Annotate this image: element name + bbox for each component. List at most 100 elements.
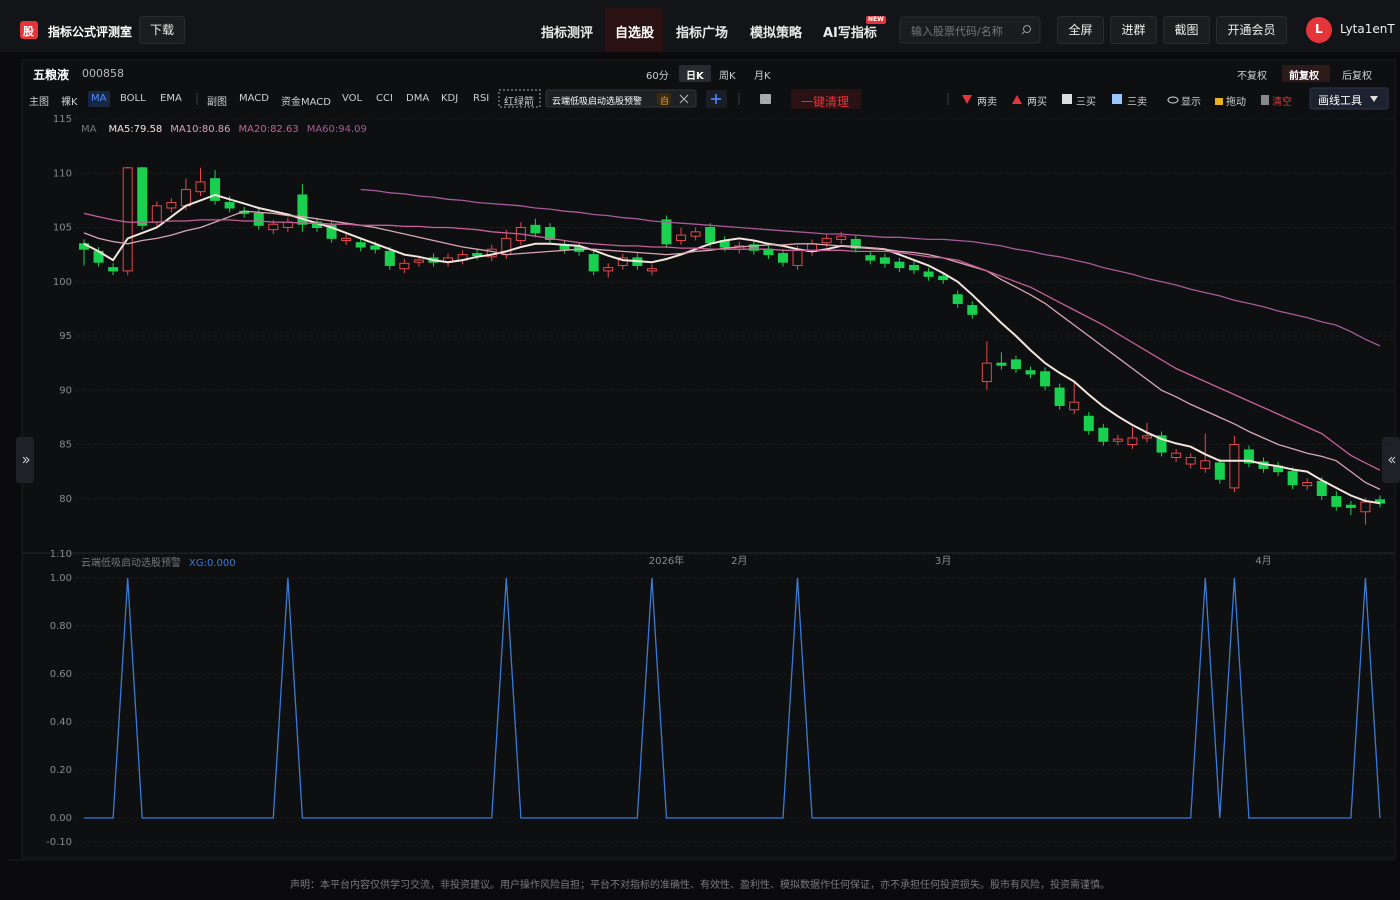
stock-code: 000858 <box>82 67 124 80</box>
draw-tool[interactable]: 显示 <box>1181 97 1201 108</box>
tool[interactable]: 裸K <box>61 97 78 108</box>
candle-body <box>413 259 424 263</box>
y-tick-label: 100 <box>53 277 72 288</box>
fullscreen-btn[interactable]: 全屏 <box>1057 16 1104 44</box>
draw-tool[interactable]: 拖动 <box>1226 97 1246 108</box>
tool[interactable]: 主图 <box>29 97 49 108</box>
nav-item-active[interactable]: 自选股 <box>615 26 655 41</box>
clear-all[interactable]: 一键清理 <box>801 95 850 109</box>
adjust-active[interactable]: 前复权 <box>1289 71 1319 82</box>
legend-entry: MA20:82.63 <box>239 124 299 135</box>
right-toggle[interactable] <box>1382 437 1400 483</box>
tool[interactable]: 红绿箭 <box>504 97 534 108</box>
candle-body <box>1214 462 1225 480</box>
show-icon <box>1167 96 1179 104</box>
group-btn[interactable]: 进群 <box>1110 16 1157 44</box>
candle-body <box>923 271 934 277</box>
candle-body <box>1025 370 1036 375</box>
candle-body <box>909 264 920 271</box>
period[interactable]: 月K <box>754 71 771 82</box>
x-tick-label: 2月 <box>731 555 747 567</box>
candle-body <box>472 253 483 257</box>
tool[interactable]: BOLL <box>120 93 146 104</box>
nav-item[interactable]: 指标广场 <box>676 26 729 41</box>
candle-body <box>1200 460 1211 469</box>
draw-menu-bg[interactable] <box>1309 87 1389 110</box>
username[interactable]: Lyta1enT <box>1340 22 1395 36</box>
draw-menu[interactable]: 画线工具 <box>1318 94 1362 107</box>
adjust[interactable]: 后复权 <box>1342 71 1372 82</box>
indicator-tag[interactable]: 云端低吸启动选股预警 <box>552 97 643 107</box>
search-box[interactable] <box>899 16 1041 44</box>
nav-item[interactable]: AI写指标 <box>823 26 877 41</box>
clear-btn[interactable] <box>791 89 861 109</box>
tool[interactable]: 资金MACD <box>281 97 331 108</box>
signal-line <box>84 577 1381 819</box>
candle-body <box>530 224 541 234</box>
tool[interactable]: EMA <box>160 93 182 104</box>
legend-entry: MA10:80.86 <box>170 124 230 135</box>
left-toggle[interactable] <box>16 437 34 483</box>
stock-name: 五粮液 <box>33 68 70 82</box>
candle-body <box>1316 480 1327 496</box>
search-placeholder[interactable]: 输入股票代码/名称 <box>911 25 1003 38</box>
nav-item[interactable]: 指标测评 <box>541 26 594 41</box>
y-tick-label: 0.20 <box>50 765 72 776</box>
candle-body <box>1083 415 1094 431</box>
draw-tool[interactable]: 两卖 <box>977 97 997 108</box>
candle-body <box>981 362 992 383</box>
candle-body <box>836 235 847 240</box>
tool[interactable]: KDJ <box>441 93 459 104</box>
candle-body <box>151 205 162 223</box>
ma-line <box>83 212 1381 471</box>
candle-body <box>705 227 716 244</box>
tool[interactable]: VOL <box>342 93 363 104</box>
draw-tool[interactable]: 三买 <box>1076 97 1096 108</box>
y-tick-label: 1.10 <box>50 549 72 560</box>
tool[interactable]: DMA <box>406 93 430 104</box>
arrow-box[interactable] <box>498 89 541 108</box>
tool-active[interactable]: MA <box>91 93 107 104</box>
y-tick-label: 80 <box>59 494 72 505</box>
candle-body <box>821 237 832 244</box>
candle-body <box>122 167 133 272</box>
candle-body <box>210 178 221 201</box>
avatar[interactable] <box>1306 17 1332 43</box>
nav-item[interactable]: 模拟策略 <box>750 26 803 41</box>
candle-body <box>355 242 366 248</box>
draw-tool[interactable]: 两买 <box>1027 97 1047 108</box>
save-icon[interactable] <box>760 94 771 104</box>
candle-body <box>195 181 206 193</box>
candle-body <box>1185 457 1196 465</box>
search-icon[interactable] <box>1023 25 1031 33</box>
chart-frame <box>21 59 1396 859</box>
screenshot-btn[interactable]: 截图 <box>1163 16 1210 44</box>
candle-body <box>297 194 308 225</box>
candle-body <box>1302 481 1313 487</box>
tag-badge: 自 <box>660 97 670 107</box>
tool[interactable]: CCI <box>376 93 393 104</box>
candle-body <box>1112 438 1123 442</box>
candle-body <box>850 238 861 249</box>
candle-body <box>224 202 235 209</box>
period[interactable]: 60分 <box>646 71 669 82</box>
tag-close[interactable] <box>679 94 689 104</box>
adjust[interactable]: 不复权 <box>1237 71 1267 82</box>
sell3-icon <box>1112 94 1122 104</box>
period[interactable]: 周K <box>719 71 736 82</box>
download-btn[interactable]: 下载 <box>139 16 185 44</box>
candle-body <box>865 255 876 261</box>
candle-body <box>792 249 803 266</box>
tool[interactable]: RSI <box>473 93 490 104</box>
indicator-value: XG:0.000 <box>189 558 236 569</box>
period-active[interactable]: 日K <box>686 71 704 82</box>
tool[interactable]: MACD <box>239 93 269 104</box>
candle-body <box>617 257 628 266</box>
candle-body <box>1360 501 1371 513</box>
draw-tool[interactable]: 三卖 <box>1127 97 1147 108</box>
vip-btn[interactable]: 开通会员 <box>1216 16 1287 44</box>
tool[interactable]: 副图 <box>207 97 227 108</box>
draw-tool[interactable]: 清空 <box>1272 97 1292 108</box>
candle-body <box>544 227 555 240</box>
logo: 股 <box>23 25 34 38</box>
